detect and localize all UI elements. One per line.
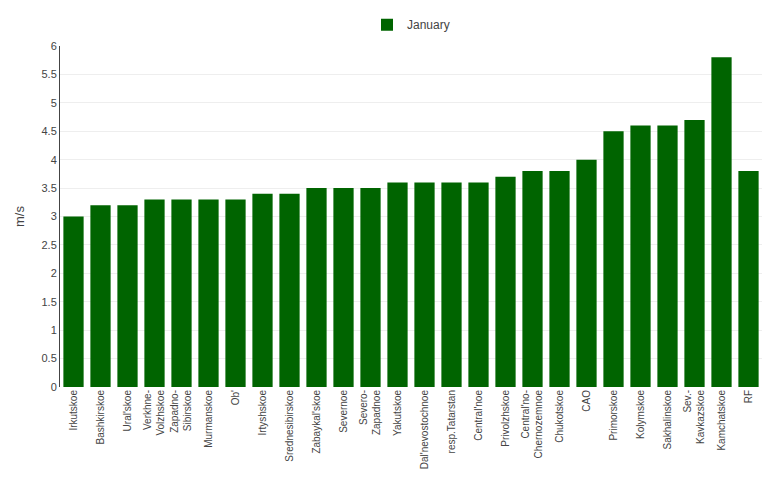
svg-text:Ob': Ob' xyxy=(230,390,241,405)
svg-text:Chukotskoe: Chukotskoe xyxy=(554,390,565,443)
svg-text:Primorskoe: Primorskoe xyxy=(608,390,619,441)
svg-text:5.5: 5.5 xyxy=(42,68,57,80)
svg-text:2: 2 xyxy=(51,267,57,279)
svg-text:1: 1 xyxy=(51,324,57,336)
svg-text:Murmanskoe: Murmanskoe xyxy=(203,390,214,448)
svg-text:3: 3 xyxy=(51,210,57,222)
svg-text:Zapadno-Sibirskoe: Zapadno-Sibirskoe xyxy=(169,390,193,433)
svg-text:2.5: 2.5 xyxy=(42,239,57,251)
svg-text:0.5: 0.5 xyxy=(42,352,57,364)
svg-text:6: 6 xyxy=(51,40,57,52)
svg-text:m/s: m/s xyxy=(12,206,27,227)
svg-text:RF: RF xyxy=(743,390,754,403)
svg-text:Srednesibirskoe: Srednesibirskoe xyxy=(284,390,295,462)
svg-text:Privolzhskoe: Privolzhskoe xyxy=(500,390,511,447)
svg-text:Irtyshskoe: Irtyshskoe xyxy=(257,390,268,436)
svg-text:Bashkirskoe: Bashkirskoe xyxy=(95,390,106,445)
svg-text:January: January xyxy=(407,18,450,32)
svg-text:Ural'skoe: Ural'skoe xyxy=(122,390,133,432)
svg-text:Severnoe: Severnoe xyxy=(338,390,349,433)
svg-text:Irkutskoe: Irkutskoe xyxy=(68,390,79,431)
svg-text:Yakutskoe: Yakutskoe xyxy=(392,390,403,436)
svg-text:Dal'nevostochnoe: Dal'nevostochnoe xyxy=(419,390,430,470)
svg-text:3.5: 3.5 xyxy=(42,182,57,194)
svg-text:Sakhalinskoe: Sakhalinskoe xyxy=(662,390,673,450)
svg-text:1.5: 1.5 xyxy=(42,296,57,308)
svg-text:Central'noe: Central'noe xyxy=(473,390,484,441)
svg-text:Zabaykal'skoe: Zabaykal'skoe xyxy=(311,390,322,454)
svg-text:resp.Tatarstan: resp.Tatarstan xyxy=(446,390,457,453)
svg-text:Kolymskoe: Kolymskoe xyxy=(635,390,646,439)
svg-text:4.5: 4.5 xyxy=(42,125,57,137)
svg-text:CAO: CAO xyxy=(581,390,592,412)
svg-text:Verkhne-Volzhskoe: Verkhne-Volzhskoe xyxy=(142,390,166,436)
svg-text:4: 4 xyxy=(51,154,57,166)
svg-text:Central'no-Chernozemnoe: Central'no-Chernozemnoe xyxy=(520,390,544,459)
svg-text:0: 0 xyxy=(51,381,57,393)
svg-text:Severo-Zapadnoe: Severo-Zapadnoe xyxy=(358,390,382,435)
svg-text:Sev.-Kavkazskoe: Sev.-Kavkazskoe xyxy=(682,390,706,444)
svg-text:Kamchatskoe: Kamchatskoe xyxy=(716,390,727,451)
svg-text:5: 5 xyxy=(51,97,57,109)
